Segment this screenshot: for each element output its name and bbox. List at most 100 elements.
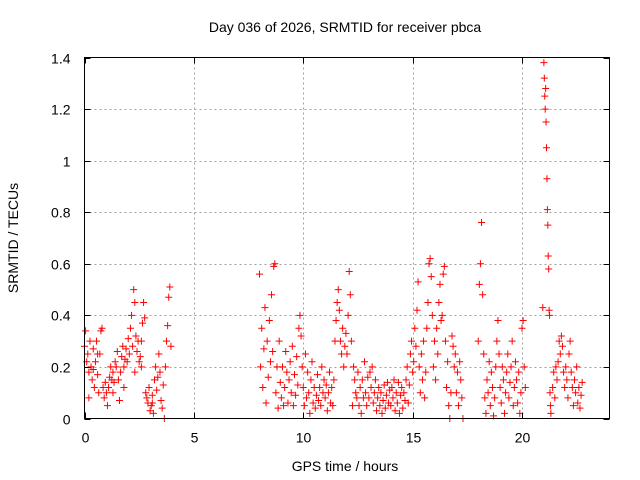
data-point [547,409,555,417]
data-point [400,389,408,397]
data-point [576,404,584,412]
data-point [352,389,360,397]
data-point [440,262,448,270]
data-point [155,350,163,358]
data-point [95,389,103,397]
data-point [492,363,500,371]
data-point [91,358,99,366]
data-point [429,363,437,371]
data-point [309,399,317,407]
data-point [321,394,329,402]
data-point [563,376,571,384]
data-point [382,391,390,399]
data-point [271,260,279,268]
data-point [542,84,550,92]
x-axis-label: GPS time / hours [292,458,399,474]
data-point [476,260,484,268]
data-point [417,350,425,358]
data-point [414,278,422,286]
data-point [515,368,523,376]
data-point [427,273,435,281]
data-point [578,378,586,386]
data-point [289,402,297,410]
data-point [411,324,419,332]
data-point [143,394,151,402]
data-point [482,409,490,417]
data-point [505,394,513,402]
data-point [333,298,341,306]
data-point [421,394,429,402]
y-tick-label: 0.6 [51,257,71,273]
data-point [553,376,561,384]
data-point [322,381,330,389]
data-point [562,363,570,371]
data-point [420,337,428,345]
y-tick-label: 1.4 [51,51,71,67]
data-point [399,404,407,412]
data-point [412,342,420,350]
data-point [445,402,453,410]
data-point [129,342,137,350]
data-point [262,399,270,407]
data-point [428,311,436,319]
data-point [330,376,338,384]
data-point [483,376,491,384]
data-point [295,324,303,332]
data-point [157,396,165,404]
data-point [323,407,331,415]
data-point [355,402,363,410]
data-point [513,376,521,384]
data-point [565,350,573,358]
plot-frame [84,57,610,419]
data-points [81,59,586,422]
data-point [136,353,144,361]
data-point [571,376,578,384]
y-tick-label: 0.8 [51,205,71,221]
data-point [439,270,447,278]
chart-title: Day 036 of 2026, SRMTID for receiver pbc… [209,19,482,35]
data-point [363,402,371,410]
data-point [261,304,269,312]
data-point [120,363,128,371]
x-tick-label: 0 [82,430,90,446]
data-point [487,368,495,376]
data-point [339,324,347,332]
data-point [258,324,266,332]
y-tick-label: 1 [63,154,71,170]
data-point [88,376,96,384]
data-point [85,394,93,402]
data-point [391,407,399,415]
data-point [154,373,162,381]
data-point [135,358,143,366]
data-point [351,376,359,384]
grid-lines [84,57,610,419]
data-point [283,368,291,376]
data-point [443,384,451,392]
data-point [568,384,576,392]
x-tick-label: 15 [406,430,422,446]
data-point [416,389,424,397]
data-point [282,347,290,355]
data-point [448,332,456,340]
data-point [444,358,452,366]
data-point [356,384,364,392]
data-point [387,402,395,410]
data-point [567,368,575,376]
data-point [257,363,265,371]
data-point [90,384,98,392]
data-point [410,358,418,366]
data-point [116,396,123,404]
data-point [98,324,106,332]
data-point [389,394,397,402]
data-point [453,368,461,376]
data-point [485,358,493,366]
data-point [376,402,384,410]
data-point [153,386,161,394]
data-point [403,363,411,371]
data-point [369,399,377,407]
data-point [126,324,134,332]
data-point [457,376,465,384]
data-point [94,371,102,379]
data-point [131,368,139,376]
data-point [277,394,285,402]
